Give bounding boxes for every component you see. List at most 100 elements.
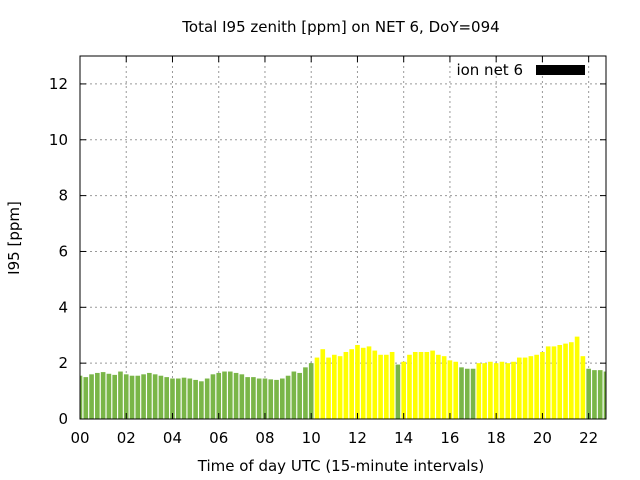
plot-frame — [79, 55, 607, 420]
bar — [314, 357, 320, 419]
bar — [83, 377, 89, 419]
y-tick-label: 6 — [58, 242, 68, 260]
x-tick-label: 08 — [255, 429, 274, 447]
bar — [528, 356, 534, 419]
bar — [158, 375, 164, 419]
x-tick-label: 04 — [163, 429, 182, 447]
bar — [569, 342, 574, 419]
bar — [343, 351, 349, 419]
bar — [592, 370, 597, 419]
bar — [597, 370, 603, 419]
bar — [493, 363, 499, 419]
bar — [378, 354, 383, 419]
bar — [586, 368, 591, 419]
x-tick-label: 22 — [579, 429, 598, 447]
bar — [447, 360, 453, 419]
bar — [175, 378, 181, 419]
bar — [262, 378, 268, 419]
bar — [95, 372, 100, 419]
bar — [112, 374, 117, 419]
bar — [222, 371, 227, 419]
bar — [366, 346, 372, 419]
bar — [401, 361, 407, 419]
bar — [534, 354, 539, 419]
bar — [505, 363, 511, 419]
bar — [418, 351, 424, 419]
legend-swatch — [536, 65, 585, 75]
bar — [603, 371, 606, 419]
bar — [181, 377, 187, 419]
bar — [545, 346, 551, 419]
bar — [210, 374, 216, 419]
bar — [129, 375, 135, 419]
bar — [118, 371, 123, 419]
x-tick-label: 06 — [209, 429, 228, 447]
x-tick-label: 18 — [487, 429, 506, 447]
grid — [80, 56, 606, 419]
bar — [482, 363, 487, 419]
bar — [372, 350, 378, 419]
x-tick-label: 10 — [302, 429, 321, 447]
bar — [459, 367, 464, 419]
bar — [580, 356, 586, 419]
bar — [106, 373, 112, 419]
bar — [360, 347, 366, 419]
y-tick-label: 0 — [58, 410, 68, 428]
bar — [152, 374, 158, 419]
bar — [308, 363, 314, 419]
x-tick-label: 12 — [348, 429, 367, 447]
y-tick-label: 8 — [58, 187, 68, 205]
bar — [436, 354, 441, 419]
bar — [100, 372, 106, 419]
bar — [80, 375, 83, 419]
bar — [557, 345, 563, 419]
bar — [164, 377, 170, 419]
y-tick-label: 10 — [49, 131, 68, 149]
bar — [551, 346, 557, 419]
bar — [256, 378, 262, 419]
bar — [540, 351, 545, 419]
bar — [274, 379, 279, 419]
x-tick-label: 00 — [70, 429, 89, 447]
bar — [297, 372, 302, 419]
bar — [488, 361, 493, 419]
bar — [245, 377, 250, 419]
bar — [563, 343, 568, 419]
bar — [349, 349, 354, 419]
bar — [123, 374, 129, 419]
bar — [441, 356, 447, 419]
y-tick-label: 12 — [49, 75, 68, 93]
bar — [424, 351, 430, 419]
bar — [511, 361, 516, 419]
bar — [141, 374, 146, 419]
x-tick-label: 02 — [117, 429, 136, 447]
bar — [574, 336, 580, 419]
bar — [407, 354, 412, 419]
bar — [239, 374, 245, 419]
bar — [147, 372, 152, 419]
bar — [291, 371, 297, 419]
legend: ion net 6 — [456, 61, 585, 79]
bar — [204, 378, 210, 419]
legend-label: ion net 6 — [456, 61, 523, 79]
bar — [170, 378, 175, 419]
bar — [476, 363, 482, 419]
bar — [303, 367, 308, 419]
bar — [464, 368, 470, 419]
bar — [227, 371, 233, 419]
bar — [193, 379, 198, 419]
x-tick-label: 20 — [533, 429, 552, 447]
y-tick-label: 4 — [58, 298, 68, 316]
bar — [89, 374, 94, 419]
bar — [199, 381, 204, 419]
bars — [80, 336, 606, 419]
bar — [216, 372, 222, 419]
bar — [279, 378, 285, 419]
bar — [516, 357, 522, 419]
chart-title: Total I95 zenith [ppm] on NET 6, DoY=094 — [181, 18, 499, 36]
bar — [389, 351, 395, 419]
bar — [268, 379, 274, 419]
bar — [412, 351, 418, 419]
